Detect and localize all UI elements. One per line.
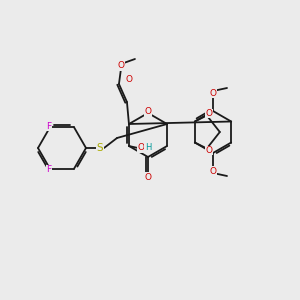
Text: O: O <box>117 61 124 70</box>
Text: O: O <box>209 167 217 176</box>
Text: O: O <box>209 88 217 98</box>
Text: O: O <box>145 107 152 116</box>
Text: F: F <box>46 122 52 131</box>
Text: O: O <box>205 146 212 155</box>
Text: S: S <box>97 143 103 153</box>
Text: O: O <box>145 172 152 182</box>
Text: F: F <box>46 165 52 174</box>
Text: O: O <box>137 143 144 152</box>
Text: O: O <box>125 76 132 85</box>
Text: O: O <box>205 109 212 118</box>
Text: H: H <box>145 143 151 152</box>
